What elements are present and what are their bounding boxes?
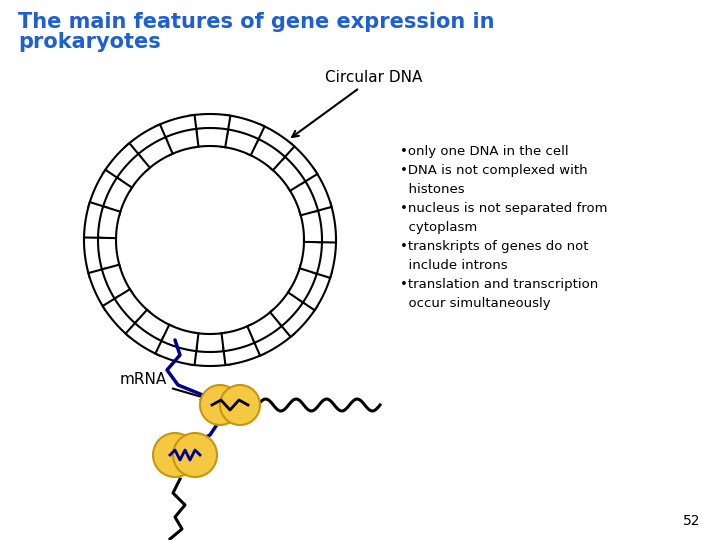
Polygon shape: [89, 170, 120, 212]
Text: •transkripts of genes do not: •transkripts of genes do not: [400, 240, 588, 253]
Text: •nucleus is not separated from: •nucleus is not separated from: [400, 202, 608, 215]
Text: mRNA: mRNA: [120, 373, 207, 400]
Circle shape: [173, 433, 217, 477]
Polygon shape: [253, 124, 294, 160]
Polygon shape: [288, 178, 318, 215]
Polygon shape: [125, 124, 167, 160]
Polygon shape: [253, 320, 294, 356]
Polygon shape: [270, 289, 305, 326]
Polygon shape: [300, 238, 322, 274]
Polygon shape: [84, 202, 107, 242]
Polygon shape: [222, 129, 258, 156]
Text: histones: histones: [400, 183, 464, 196]
Polygon shape: [313, 202, 336, 242]
Polygon shape: [222, 325, 258, 351]
Polygon shape: [156, 338, 197, 365]
Polygon shape: [103, 296, 141, 337]
Text: •only one DNA in the cell: •only one DNA in the cell: [400, 145, 569, 158]
Polygon shape: [223, 338, 265, 365]
Polygon shape: [98, 238, 120, 274]
Text: prokaryotes: prokaryotes: [18, 32, 161, 52]
Polygon shape: [102, 265, 132, 302]
Polygon shape: [288, 265, 318, 302]
Text: Circular DNA: Circular DNA: [292, 70, 423, 137]
Polygon shape: [161, 325, 199, 351]
Polygon shape: [300, 268, 332, 310]
Polygon shape: [270, 154, 305, 191]
Polygon shape: [89, 268, 120, 310]
Polygon shape: [114, 154, 150, 191]
Polygon shape: [300, 170, 332, 212]
Polygon shape: [192, 128, 228, 147]
Polygon shape: [192, 333, 228, 352]
Polygon shape: [189, 347, 230, 366]
Polygon shape: [135, 310, 173, 343]
Polygon shape: [103, 143, 141, 184]
Text: occur simultaneously: occur simultaneously: [400, 297, 551, 310]
Polygon shape: [300, 206, 322, 242]
Text: cytoplasm: cytoplasm: [400, 221, 477, 234]
Polygon shape: [114, 289, 150, 326]
Polygon shape: [156, 115, 197, 143]
Circle shape: [200, 385, 240, 425]
Polygon shape: [279, 143, 318, 184]
Circle shape: [153, 433, 197, 477]
Polygon shape: [189, 114, 230, 133]
Polygon shape: [313, 238, 336, 278]
Text: include introns: include introns: [400, 259, 508, 272]
Text: 52: 52: [683, 514, 700, 528]
Polygon shape: [125, 320, 167, 356]
Polygon shape: [248, 310, 285, 343]
Polygon shape: [135, 137, 173, 170]
Text: •translation and transcription: •translation and transcription: [400, 278, 598, 291]
Polygon shape: [223, 115, 265, 143]
Polygon shape: [279, 296, 318, 337]
Polygon shape: [84, 238, 107, 278]
Polygon shape: [248, 137, 285, 170]
Circle shape: [220, 385, 260, 425]
Polygon shape: [102, 178, 132, 215]
Polygon shape: [161, 129, 199, 156]
Text: •DNA is not complexed with: •DNA is not complexed with: [400, 164, 588, 177]
Text: The main features of gene expression in: The main features of gene expression in: [18, 12, 495, 32]
Polygon shape: [98, 206, 120, 242]
